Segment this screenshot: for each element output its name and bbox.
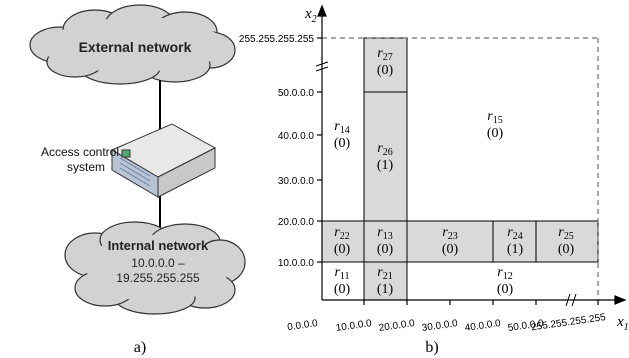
y-tick-label: 30.0.0.0: [278, 176, 315, 187]
region-value: (0): [377, 63, 394, 78]
internal-label: Internal network: [108, 238, 209, 253]
region-value: (1): [377, 158, 394, 173]
region-name-sub: 26: [383, 147, 393, 158]
region-value: (0): [442, 242, 459, 257]
y-axis-label: x2: [304, 6, 317, 25]
y-tick-label: 255.255.255.255: [239, 34, 315, 45]
y-tick-label: 10.0.0.0: [278, 258, 315, 269]
axis-sub: 1: [624, 322, 629, 333]
region-name: r15: [487, 109, 502, 126]
region-value: (1): [377, 282, 394, 297]
panel-label: a): [134, 339, 146, 356]
x-tick-label: 30.0.0.0: [421, 318, 459, 334]
region-name: r11: [334, 265, 349, 282]
region-name-sub: 15: [493, 115, 503, 126]
region-name-sub: 23: [448, 231, 458, 242]
y-tick-label: 20.0.0.0: [278, 217, 315, 228]
x-tick-label: 255.255.255.255: [531, 312, 607, 333]
device: [112, 124, 215, 197]
region-name: r12: [497, 265, 512, 282]
origin-label: 0.0.0.0: [287, 318, 319, 333]
region-name-sub: 14: [340, 125, 350, 136]
region-value: (0): [558, 242, 575, 257]
region-value: (0): [377, 242, 394, 257]
region-value: (0): [334, 282, 351, 297]
axis-sub: 2: [312, 14, 317, 25]
region-name-sub: 22: [340, 231, 350, 242]
figure: External network Access control system I…: [0, 0, 629, 358]
x-tick-label: 40.0.0.0: [464, 318, 502, 334]
region-value: (0): [497, 282, 514, 297]
region-name-sub: 25: [564, 231, 574, 242]
x-tick-label: 10.0.0.0: [335, 318, 373, 334]
internal-range: 19.255.255.255: [116, 271, 200, 285]
region-name-sub: 21: [383, 271, 393, 282]
region-name-sub: 12: [503, 271, 513, 282]
region-value: (1): [507, 242, 524, 257]
system-label: Access control: [41, 145, 119, 159]
panel-label: b): [425, 339, 438, 356]
system-label: system: [67, 160, 105, 174]
region-name-sub: 13: [383, 231, 393, 242]
plot-regions: [322, 38, 598, 300]
y-tick-label: 40.0.0.0: [278, 131, 315, 142]
region-name-sub: 27: [383, 52, 393, 63]
region-value: (0): [487, 126, 504, 141]
region-name-sub: 11: [340, 271, 350, 282]
region-name-sub: 24: [513, 231, 523, 242]
x-tick-label: 20.0.0.0: [378, 318, 416, 334]
internal-range: 10.0.0.0 –: [131, 256, 185, 270]
y-tick-label: 50.0.0.0: [278, 88, 315, 99]
x-axis-label: x1: [616, 314, 629, 333]
region-name: r14: [334, 119, 349, 136]
external-label: External network: [79, 39, 192, 55]
region-value: (0): [334, 136, 351, 151]
region-value: (0): [334, 242, 351, 257]
